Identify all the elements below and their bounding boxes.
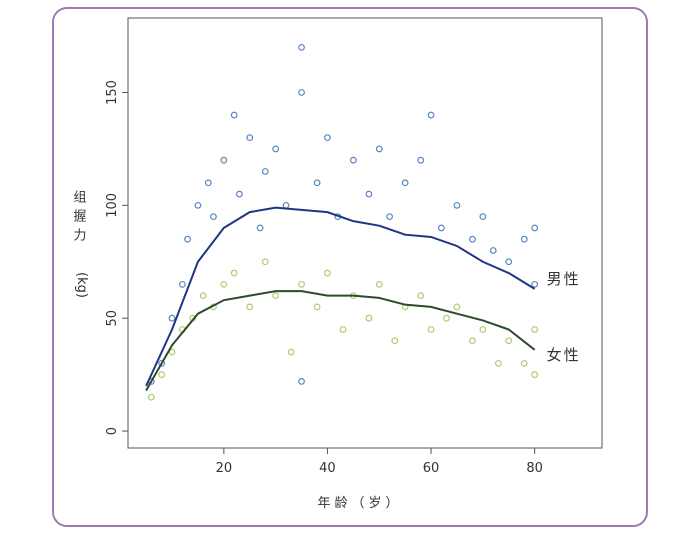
- scatter-point: [158, 359, 166, 367]
- scatter-point: [313, 179, 321, 187]
- scatter-point: [469, 235, 476, 243]
- scatter-point: [298, 280, 305, 288]
- y-tick-label: 100: [105, 193, 120, 218]
- scatter-point: [443, 314, 450, 322]
- scatter-point: [438, 224, 445, 232]
- y-axis-unit: (kg): [74, 272, 89, 298]
- scatter-point: [401, 179, 409, 187]
- scatter-point: [194, 201, 202, 209]
- scatter-point: [324, 269, 331, 277]
- scatter-point: [246, 134, 254, 142]
- scatter-point: [531, 326, 539, 333]
- x-tick-label: 60: [423, 461, 440, 476]
- scatter-point: [210, 213, 217, 221]
- scatter-point: [386, 213, 394, 221]
- scatter-point: [220, 280, 228, 288]
- y-axis-label: 组握力: [71, 190, 87, 247]
- frame: [52, 7, 648, 527]
- scatter-point: [272, 292, 280, 300]
- scatter-point: [261, 168, 269, 175]
- trend-line: [145, 290, 536, 391]
- scatter-point: [531, 280, 539, 288]
- scatter-point: [339, 326, 347, 333]
- x-tick-label: 80: [526, 461, 543, 476]
- scatter-point: [494, 359, 502, 367]
- scatter-point: [313, 303, 321, 311]
- scatter-point: [349, 156, 357, 164]
- y-tick-label: 150: [105, 80, 120, 105]
- series-label: 女性: [547, 346, 581, 364]
- scatter-point: [272, 145, 280, 153]
- scatter-point: [324, 134, 331, 142]
- scatter-point: [427, 111, 435, 119]
- scatter-point: [505, 337, 513, 345]
- scatter-point: [230, 111, 238, 119]
- scatter-point: [391, 337, 399, 345]
- x-axis-label: 年龄（岁）: [317, 496, 402, 511]
- scatter-point: [199, 292, 207, 300]
- y-axis-label-group: 组握力 (kg): [71, 190, 90, 298]
- scatter-point: [298, 43, 305, 51]
- x-tick-label: 40: [319, 461, 336, 476]
- scatter-point: [427, 326, 435, 333]
- scatter-point: [246, 303, 254, 311]
- scatter-point: [235, 190, 243, 198]
- scatter-point: [184, 235, 191, 243]
- scatter-point: [282, 201, 290, 209]
- scatter-point: [417, 156, 425, 164]
- scatter-point: [298, 378, 305, 385]
- scatter-point: [178, 280, 186, 288]
- scatter-point: [220, 156, 228, 164]
- scatter-point: [365, 190, 373, 198]
- series-label: 男性: [547, 270, 581, 288]
- scatter-point: [531, 371, 539, 379]
- scatter-point: [505, 258, 513, 266]
- scatter-point: [453, 303, 461, 311]
- scatter-point: [204, 179, 212, 187]
- plot-box: [127, 17, 603, 449]
- scatter-point: [147, 393, 155, 401]
- scatter-point: [375, 145, 383, 153]
- scatter-point: [256, 224, 264, 232]
- scatter-point: [365, 314, 373, 322]
- scatter-point: [261, 258, 269, 266]
- y-tick-label: 50: [105, 310, 120, 327]
- y-tick-label: 0: [105, 427, 120, 435]
- scatter-point: [489, 247, 497, 254]
- scatter-point: [520, 235, 528, 243]
- scatter-point: [298, 89, 305, 96]
- trend-line: [145, 206, 536, 387]
- scatter-point: [230, 269, 238, 277]
- scatter-point: [158, 371, 166, 379]
- scatter-point: [453, 201, 461, 209]
- scatter-point: [479, 213, 487, 221]
- scatter-point: [479, 326, 487, 333]
- scatter-point: [531, 224, 539, 232]
- scatter-point: [469, 337, 476, 345]
- scatter-point: [520, 359, 528, 367]
- scatter-point: [168, 314, 176, 322]
- scatter-point: [417, 292, 425, 300]
- x-tick-label: 20: [216, 461, 233, 476]
- scatter-point: [287, 348, 295, 356]
- scatter-point: [375, 280, 383, 288]
